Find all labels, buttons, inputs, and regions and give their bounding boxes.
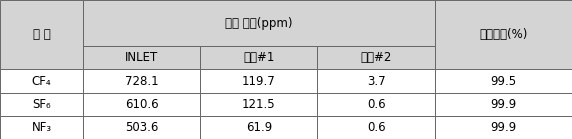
Text: 99.5: 99.5 [490,75,517,88]
Bar [200,93,317,116]
Bar [83,46,200,70]
Text: 119.7: 119.7 [242,75,276,88]
Text: 121.5: 121.5 [242,98,276,111]
Text: 3.7: 3.7 [367,75,386,88]
Text: 가스 농도(ppm): 가스 농도(ppm) [225,17,293,30]
Text: SF₆: SF₆ [32,98,51,111]
Bar [200,116,317,139]
Bar [83,70,200,93]
Bar [435,116,572,139]
Bar [435,93,572,116]
Bar [317,70,435,93]
Bar [435,0,572,70]
Bar [0,93,83,116]
Text: 99.9: 99.9 [490,98,517,111]
Bar [83,0,435,46]
Bar [200,46,317,70]
Text: 후단#1: 후단#1 [243,51,275,64]
Bar [0,70,83,93]
Bar [83,93,200,116]
Text: NF₃: NF₃ [31,121,51,134]
Text: 503.6: 503.6 [125,121,158,134]
Text: 610.6: 610.6 [125,98,158,111]
Text: 구 분: 구 분 [33,28,50,41]
Bar [317,116,435,139]
Text: INLET: INLET [125,51,158,64]
Text: CF₄: CF₄ [31,75,51,88]
Bar [200,70,317,93]
Text: 후단#2: 후단#2 [360,51,392,64]
Bar [317,46,435,70]
Text: 0.6: 0.6 [367,121,386,134]
Bar [0,0,83,70]
Text: 61.9: 61.9 [246,121,272,134]
Text: 99.9: 99.9 [490,121,517,134]
Text: 저감효율(%): 저감효율(%) [479,28,527,41]
Text: 0.6: 0.6 [367,98,386,111]
Bar [83,116,200,139]
Bar [435,70,572,93]
Text: 728.1: 728.1 [125,75,158,88]
Bar [317,93,435,116]
Bar [0,116,83,139]
